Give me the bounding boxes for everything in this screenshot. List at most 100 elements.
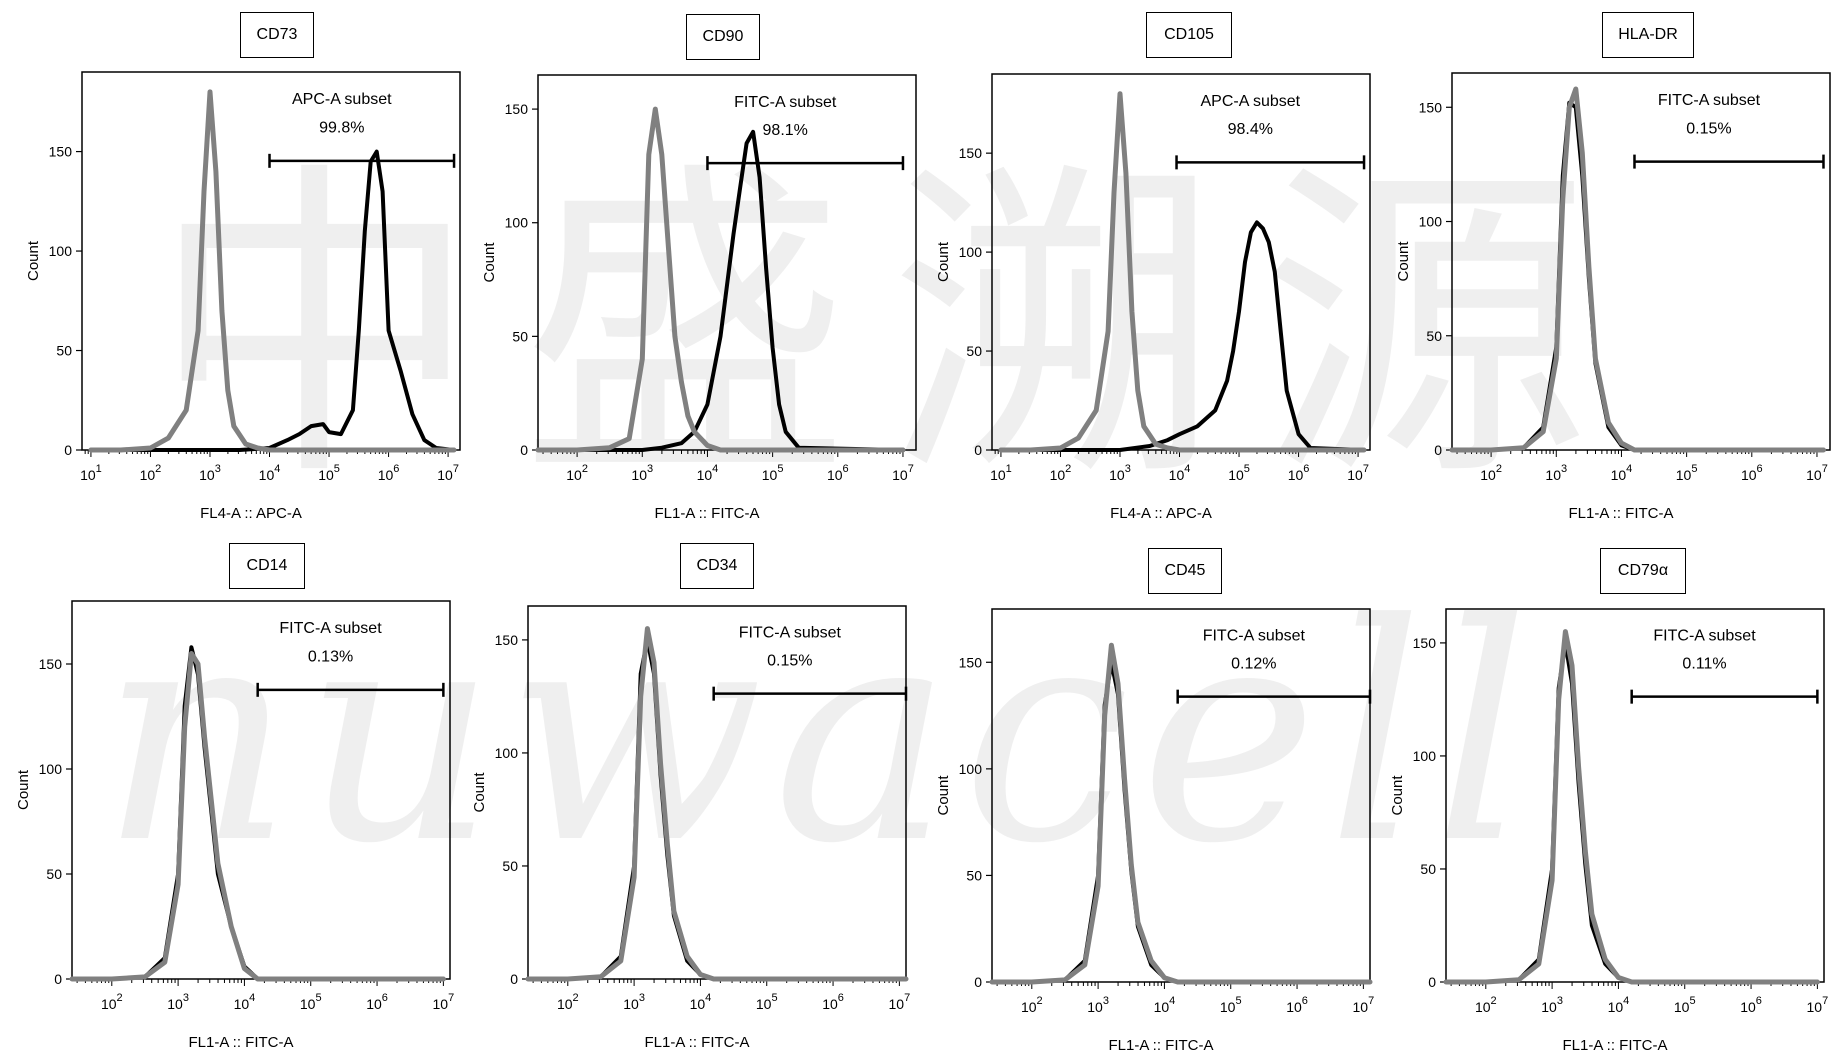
y-tick-label: 50 [966, 867, 982, 883]
x-tick-label: 106 [1740, 995, 1762, 1015]
x-tick-label: 106 [1741, 463, 1763, 483]
x-tick-label: 104 [1611, 463, 1633, 483]
y-tick-label: 50 [966, 343, 982, 359]
x-tick-label: 105 [300, 992, 322, 1012]
x-tick-label: 103 [631, 463, 653, 483]
y-tick-label: 150 [495, 632, 519, 648]
y-tick-label: 50 [1426, 328, 1442, 344]
marker-label: CD105 [1146, 12, 1232, 58]
marker-label: CD14 [229, 543, 305, 589]
gate-label: FITC-A subset [1203, 628, 1306, 645]
gate-label: FITC-A subset [1653, 628, 1756, 645]
gate-percent: 98.4% [1228, 121, 1273, 138]
plot-frame [1451, 72, 1831, 451]
y-tick-label: 0 [1428, 974, 1436, 990]
x-tick-label: 105 [1676, 463, 1698, 483]
y-tick-label: 0 [974, 442, 982, 458]
marker-label: CD73 [240, 12, 314, 58]
isotype-histogram-line [998, 91, 1367, 453]
x-tick-label: 105 [756, 992, 778, 1012]
x-tick-label: 104 [259, 463, 281, 483]
gate-percent: 0.12% [1231, 656, 1276, 673]
y-tick-label: 150 [1419, 99, 1443, 115]
x-tick-label: 103 [167, 992, 189, 1012]
gate-percent: 0.11% [1682, 656, 1726, 673]
marker-label: HLA-DR [1602, 12, 1694, 58]
y-tick-label: 100 [959, 761, 983, 777]
y-tick-label: 50 [512, 328, 528, 344]
gate-percent: 99.8% [319, 119, 364, 136]
plot-frame [81, 71, 461, 451]
marker-label: CD34 [680, 543, 754, 589]
y-tick-label: 100 [505, 215, 529, 231]
stained-histogram-line [998, 220, 1366, 452]
x-tick-label: 102 [1480, 463, 1502, 483]
y-tick-label: 150 [1413, 635, 1437, 651]
gate-percent: 98.1% [763, 122, 808, 139]
x-tick-label: 107 [1353, 995, 1375, 1015]
stained-histogram-line [1450, 100, 1826, 452]
gate-label: APC-A subset [292, 91, 392, 108]
isotype-histogram-line [989, 642, 1373, 985]
gate-percent: 0.13% [308, 648, 353, 665]
x-tick-label: 104 [1608, 995, 1630, 1015]
y-axis-label: Count [1395, 241, 1412, 282]
isotype-histogram-line [1449, 86, 1826, 453]
stained-histogram-line [88, 149, 456, 452]
y-tick-label: 100 [1419, 214, 1443, 230]
isotype-histogram-line [525, 626, 909, 982]
y-tick-label: 150 [39, 656, 63, 672]
y-tick-label: 100 [39, 761, 63, 777]
x-tick-label: 103 [1545, 463, 1567, 483]
gate-label: FITC-A subset [739, 625, 842, 642]
y-tick-label: 100 [959, 244, 983, 260]
x-tick-label: 103 [199, 463, 221, 483]
y-axis-label: Count [1389, 775, 1406, 816]
x-tick-label: 107 [889, 992, 911, 1012]
histogram-panel: 0 50 100 150 Count 101 102 103 104 105 106 107 FL4-A… [935, 73, 1371, 522]
plot-frame [527, 605, 907, 980]
y-tick-label: 0 [54, 971, 62, 987]
x-tick-label: 102 [566, 463, 588, 483]
x-tick-label: 103 [1541, 995, 1563, 1015]
x-tick-label: 105 [1228, 463, 1250, 483]
x-tick-label: 106 [366, 992, 388, 1012]
y-tick-label: 0 [510, 971, 518, 987]
histogram-panel: 0 50 100 150 Count 101 102 103 104 105 106 107 FL4-A… [25, 71, 461, 522]
isotype-histogram-line [1443, 629, 1820, 985]
y-axis-label: Count [15, 769, 32, 810]
y-axis-label: Count [471, 772, 488, 813]
plot-frame [1445, 608, 1825, 983]
y-tick-label: 150 [49, 144, 73, 160]
y-tick-label: 0 [974, 974, 982, 990]
y-tick-label: 150 [505, 101, 529, 117]
plot-frame [991, 73, 1371, 451]
x-axis-label: FL4-A :: APC-A [200, 505, 302, 522]
y-axis-label: Count [25, 240, 42, 281]
gate-percent: 0.15% [1686, 120, 1731, 137]
y-tick-label: 50 [1420, 861, 1436, 877]
marker-label: CD45 [1148, 548, 1222, 594]
plot-frame [991, 608, 1371, 983]
isotype-histogram-line [88, 89, 457, 453]
x-tick-label: 106 [1288, 463, 1310, 483]
x-tick-label: 107 [433, 992, 455, 1012]
y-tick-label: 100 [49, 243, 73, 259]
x-tick-label: 102 [557, 992, 579, 1012]
x-tick-label: 102 [1475, 995, 1497, 1015]
x-tick-label: 104 [690, 992, 712, 1012]
x-axis-label: FL1-A :: FITC-A [1568, 505, 1673, 522]
y-axis-label: Count [935, 775, 952, 816]
y-tick-label: 50 [502, 858, 518, 874]
stained-histogram-line [70, 645, 446, 981]
y-axis-label: Count [935, 241, 952, 282]
x-tick-label: 105 [1220, 995, 1242, 1015]
stained-histogram-line [526, 637, 908, 981]
x-tick-label: 107 [1806, 463, 1828, 483]
x-tick-label: 102 [1050, 463, 1072, 483]
gate-label: FITC-A subset [734, 94, 837, 111]
y-tick-label: 0 [64, 442, 72, 458]
